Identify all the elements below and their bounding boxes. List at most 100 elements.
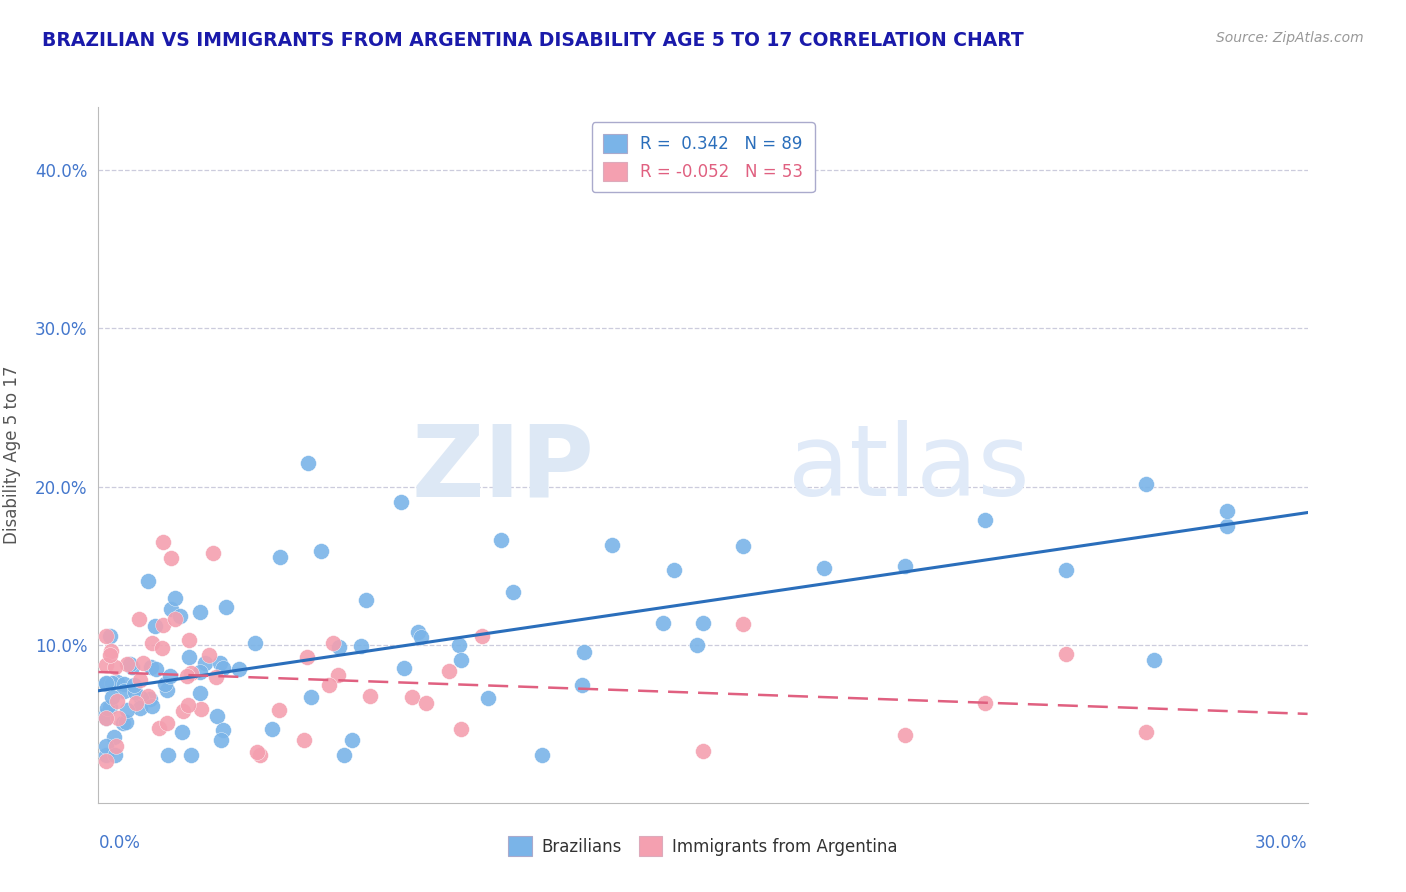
Point [163,591,186,605]
Point [96,711,118,725]
Point [212,661,235,675]
Point [359,689,381,703]
Point [322,635,344,649]
Point [96,675,118,690]
Text: BRAZILIAN VS IMMIGRANTS FROM ARGENTINA DISABILITY AGE 5 TO 17 CORRELATION CHART: BRAZILIAN VS IMMIGRANTS FROM ARGENTINA D… [42,31,1024,50]
Point [269,703,291,717]
Point [1143,653,1166,667]
Point [415,696,437,710]
Point [249,748,271,763]
Point [600,538,623,552]
Point [205,708,228,723]
Point [651,616,673,631]
Point [139,660,162,674]
Point [692,744,714,758]
Point [165,612,187,626]
Point [98,648,121,663]
Point [269,549,291,564]
Point [309,543,332,558]
Point [228,661,250,675]
Point [98,699,121,714]
Point [100,643,122,657]
Point [100,690,122,704]
Point [409,630,432,644]
Point [215,600,238,615]
Point [333,748,356,763]
Point [143,618,166,632]
Point [104,660,127,674]
Point [122,678,145,692]
Point [202,546,225,560]
Legend: Brazilians, Immigrants from Argentina: Brazilians, Immigrants from Argentina [501,828,905,864]
Point [112,684,135,698]
Point [1135,724,1157,739]
Point [974,696,997,710]
Point [153,676,176,690]
Point [150,640,173,655]
Text: atlas: atlas [787,420,1029,517]
Point [160,602,183,616]
Point [260,722,283,736]
Point [198,648,221,662]
Point [243,636,266,650]
Point [733,617,755,632]
Point [131,656,153,670]
Point [574,645,596,659]
Point [893,728,915,742]
Point [169,609,191,624]
Point [172,704,194,718]
Point [96,657,118,672]
Point [893,558,915,573]
Point [208,656,231,670]
Point [101,675,124,690]
Point [121,660,143,674]
Point [662,563,685,577]
Point [145,662,167,676]
Point [1216,504,1239,518]
Point [349,640,371,654]
Point [406,625,429,640]
Point [152,617,174,632]
Text: Source: ZipAtlas.com: Source: ZipAtlas.com [1216,31,1364,45]
Point [96,739,118,754]
Point [96,706,118,721]
Point [98,629,121,643]
Point [297,456,319,470]
Point [141,698,163,713]
Point [477,691,499,706]
Point [471,630,494,644]
Point [103,748,125,763]
Point [136,690,159,704]
Point [115,715,138,730]
Point [157,748,180,763]
Point [96,755,118,769]
Point [177,632,200,647]
Point [733,539,755,553]
Point [129,673,152,687]
Point [138,574,160,588]
Y-axis label: Disability Age 5 to 17: Disability Age 5 to 17 [3,366,21,544]
Point [205,670,228,684]
Point [449,638,471,652]
Point [389,495,412,509]
Point [530,748,553,763]
Point [190,702,212,716]
Point [1216,519,1239,533]
Point [105,739,128,753]
Point [450,722,472,736]
Point [96,701,118,715]
Point [125,696,148,710]
Point [571,678,593,692]
Point [318,677,340,691]
Point [176,698,198,712]
Point [292,732,315,747]
Point [246,745,269,759]
Point [194,657,217,671]
Point [159,669,181,683]
Point [401,690,423,705]
Point [180,748,202,763]
Point [96,711,118,725]
Point [328,640,350,654]
Point [328,667,350,681]
Point [502,585,524,599]
